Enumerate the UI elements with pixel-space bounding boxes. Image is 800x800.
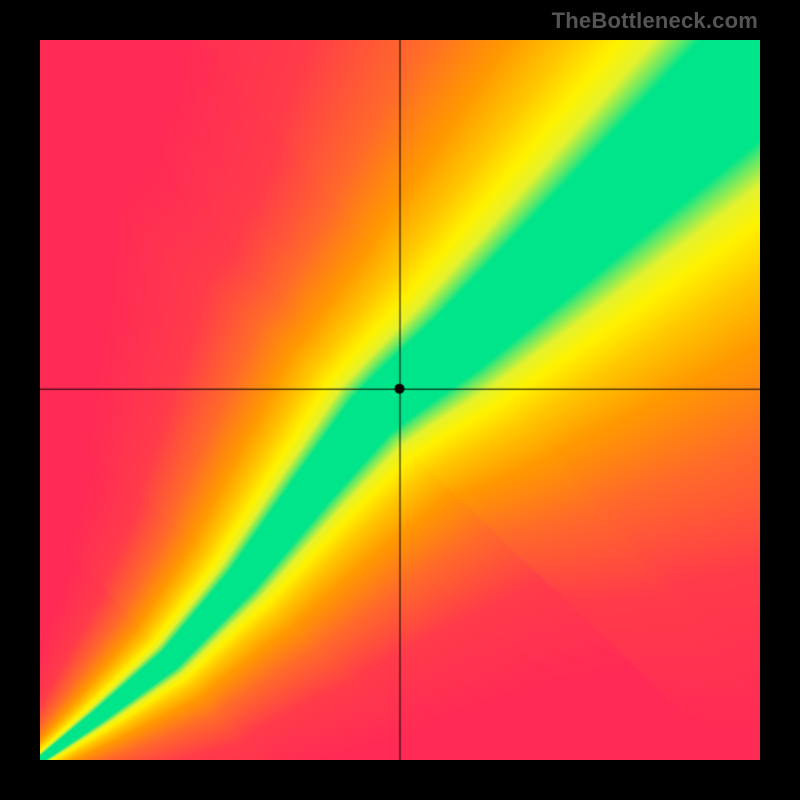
plot-area xyxy=(40,40,760,760)
chart-frame: TheBottleneck.com xyxy=(0,0,800,800)
heatmap-canvas xyxy=(40,40,760,760)
watermark-text: TheBottleneck.com xyxy=(552,8,758,34)
